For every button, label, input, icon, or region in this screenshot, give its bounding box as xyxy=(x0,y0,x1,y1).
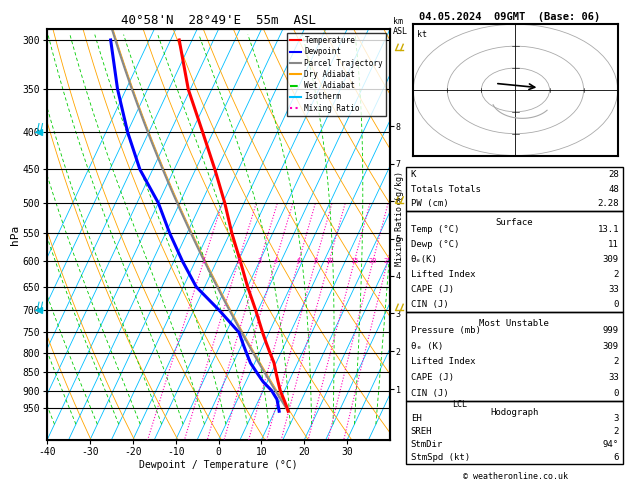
Text: StmDir: StmDir xyxy=(411,440,443,449)
Text: Dewp (°C): Dewp (°C) xyxy=(411,240,459,249)
Text: 3: 3 xyxy=(258,258,262,264)
Text: LCL: LCL xyxy=(452,400,467,409)
Text: Mixing Ratio (g/kg): Mixing Ratio (g/kg) xyxy=(395,171,404,266)
Text: EH: EH xyxy=(411,414,421,423)
Y-axis label: hPa: hPa xyxy=(10,225,20,244)
Text: 13.1: 13.1 xyxy=(598,225,619,234)
Text: Hodograph: Hodograph xyxy=(490,408,538,417)
Text: 309: 309 xyxy=(603,342,619,351)
Text: 2: 2 xyxy=(237,258,240,264)
Text: SREH: SREH xyxy=(411,427,432,436)
Text: Pressure (mb): Pressure (mb) xyxy=(411,326,481,335)
X-axis label: Dewpoint / Temperature (°C): Dewpoint / Temperature (°C) xyxy=(139,460,298,469)
Text: Temp (°C): Temp (°C) xyxy=(411,225,459,234)
Text: © weatheronline.co.uk: © weatheronline.co.uk xyxy=(464,472,568,481)
Text: 48: 48 xyxy=(608,185,619,193)
Text: CIN (J): CIN (J) xyxy=(411,300,448,309)
Text: 33: 33 xyxy=(608,285,619,294)
Text: 15: 15 xyxy=(350,258,359,264)
Text: 04.05.2024  09GMT  (Base: 06): 04.05.2024 09GMT (Base: 06) xyxy=(419,12,600,22)
Text: 6: 6 xyxy=(613,453,619,462)
Text: 8: 8 xyxy=(313,258,318,264)
Text: Surface: Surface xyxy=(496,218,533,227)
Text: kt: kt xyxy=(418,30,427,38)
Text: PW (cm): PW (cm) xyxy=(411,199,448,208)
Text: θₑ(K): θₑ(K) xyxy=(411,255,438,264)
Text: StmSpd (kt): StmSpd (kt) xyxy=(411,453,470,462)
Text: CIN (J): CIN (J) xyxy=(411,389,448,398)
Text: Lifted Index: Lifted Index xyxy=(411,270,476,279)
Text: CAPE (J): CAPE (J) xyxy=(411,285,454,294)
Text: 10: 10 xyxy=(325,258,333,264)
Text: 94°: 94° xyxy=(603,440,619,449)
Text: Most Unstable: Most Unstable xyxy=(479,319,549,328)
Text: 33: 33 xyxy=(608,373,619,382)
Text: θₑ (K): θₑ (K) xyxy=(411,342,443,351)
Text: 0: 0 xyxy=(613,300,619,309)
Text: 2: 2 xyxy=(613,427,619,436)
Text: 25: 25 xyxy=(383,258,392,264)
Text: Totals Totals: Totals Totals xyxy=(411,185,481,193)
Text: 6: 6 xyxy=(296,258,301,264)
Text: 28: 28 xyxy=(608,170,619,179)
Text: 309: 309 xyxy=(603,255,619,264)
Text: 4: 4 xyxy=(274,258,278,264)
Text: 0: 0 xyxy=(613,389,619,398)
Title: 40°58'N  28°49'E  55m  ASL: 40°58'N 28°49'E 55m ASL xyxy=(121,14,316,27)
Text: CAPE (J): CAPE (J) xyxy=(411,373,454,382)
Text: 11: 11 xyxy=(608,240,619,249)
Text: 20: 20 xyxy=(369,258,377,264)
Text: Lifted Index: Lifted Index xyxy=(411,357,476,366)
Text: 2.28: 2.28 xyxy=(598,199,619,208)
Text: 2: 2 xyxy=(613,357,619,366)
Text: 2: 2 xyxy=(613,270,619,279)
Text: 1: 1 xyxy=(201,258,206,264)
Legend: Temperature, Dewpoint, Parcel Trajectory, Dry Adiabat, Wet Adiabat, Isotherm, Mi: Temperature, Dewpoint, Parcel Trajectory… xyxy=(287,33,386,116)
Text: km
ASL: km ASL xyxy=(393,17,408,35)
Text: 999: 999 xyxy=(603,326,619,335)
Text: K: K xyxy=(411,170,416,179)
Text: 3: 3 xyxy=(613,414,619,423)
